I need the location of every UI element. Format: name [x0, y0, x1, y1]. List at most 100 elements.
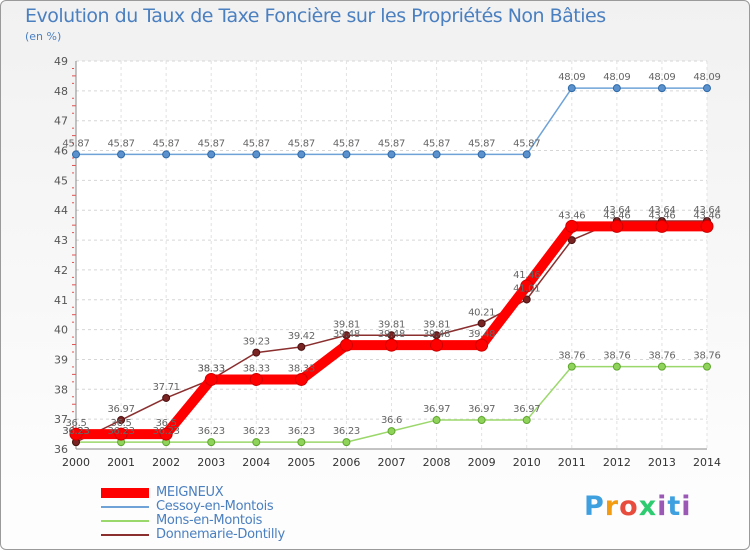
data-label: 36.6	[381, 415, 402, 426]
x-tick-label: 2001	[107, 456, 135, 469]
data-label: 41.01	[513, 283, 540, 294]
y-tick-label: 38	[54, 383, 68, 396]
data-label: 39.48	[333, 329, 360, 340]
data-point	[432, 150, 441, 159]
data-point	[520, 279, 534, 293]
data-label: 38.33	[198, 363, 225, 374]
data-label: 39.81	[333, 319, 360, 330]
x-tick-label: 2010	[513, 456, 541, 469]
data-label: 43.64	[693, 205, 720, 216]
data-label: 45.87	[423, 138, 450, 149]
legend-label: MEIGNEUX	[156, 485, 224, 500]
data-label: 40.21	[468, 307, 495, 318]
data-label: 43.64	[603, 205, 630, 216]
data-point	[297, 342, 306, 351]
x-tick-label: 2006	[332, 456, 360, 469]
data-label: 45.87	[108, 138, 135, 149]
data-label: 48.09	[693, 72, 720, 83]
data-label: 36.5	[111, 418, 132, 429]
data-label: 48.09	[558, 72, 585, 83]
legend-swatch	[101, 506, 149, 508]
data-point	[703, 362, 711, 371]
data-point	[249, 372, 263, 386]
data-label: 39.81	[423, 319, 450, 330]
data-label: 36.97	[108, 404, 135, 415]
data-point	[207, 150, 216, 159]
data-point	[522, 150, 531, 159]
data-label: 39.48	[378, 329, 405, 340]
data-label: 36.23	[62, 426, 89, 437]
data-point	[477, 319, 486, 328]
x-tick-label: 2007	[378, 456, 406, 469]
data-label: 43.46	[693, 210, 720, 221]
data-label: 36.23	[333, 426, 360, 437]
data-point	[567, 362, 576, 371]
data-label: 36.5	[65, 418, 86, 429]
data-label: 38.76	[603, 351, 630, 362]
data-label: 39.48	[468, 329, 495, 340]
data-label: 39.23	[243, 337, 270, 348]
data-label: 38.33	[288, 363, 315, 374]
legend-label: Cessoy-en-Montois	[156, 499, 274, 514]
x-tick-label: 2009	[468, 456, 496, 469]
y-tick-label: 36	[54, 443, 68, 456]
data-label: 36.23	[288, 426, 315, 437]
data-label: 38.76	[558, 351, 585, 362]
data-point	[117, 416, 126, 425]
legend-swatch	[101, 534, 149, 536]
data-label: 45.87	[198, 138, 225, 149]
y-tick-label: 42	[54, 264, 68, 277]
data-label: 45.87	[153, 138, 180, 149]
y-tick-label: 44	[54, 204, 68, 217]
data-point	[387, 150, 396, 159]
data-label: 39.42	[288, 331, 315, 342]
data-label: 43.64	[648, 205, 675, 216]
data-point	[252, 348, 261, 357]
data-label: 48.09	[648, 72, 675, 83]
data-point	[700, 219, 714, 233]
data-point	[610, 219, 624, 233]
data-point	[657, 84, 666, 93]
y-tick-label: 47	[54, 115, 68, 128]
data-point	[703, 84, 711, 93]
data-label: 39.81	[378, 319, 405, 330]
y-tick-label: 43	[54, 234, 68, 247]
x-tick-label: 2003	[197, 456, 225, 469]
data-point	[72, 150, 80, 159]
data-point	[612, 84, 621, 93]
data-point	[159, 427, 173, 441]
data-point	[432, 416, 441, 425]
data-point	[522, 416, 531, 425]
data-label: 43.46	[603, 210, 630, 221]
data-point	[387, 427, 396, 436]
data-label: 45.87	[62, 138, 89, 149]
data-label: 45.87	[468, 138, 495, 149]
data-point	[342, 150, 351, 159]
data-point	[475, 338, 489, 352]
data-label: 45.87	[288, 138, 315, 149]
data-point	[252, 438, 261, 447]
data-label: 36.23	[108, 426, 135, 437]
data-label: 36.97	[423, 404, 450, 415]
data-label: 43.46	[558, 210, 585, 221]
data-label: 38.33	[243, 363, 270, 374]
data-point	[297, 150, 306, 159]
data-point	[657, 362, 666, 371]
data-label: 45.87	[513, 138, 540, 149]
data-point	[252, 150, 261, 159]
data-point	[117, 150, 126, 159]
y-tick-label: 49	[54, 55, 68, 68]
data-point	[294, 372, 308, 386]
data-label: 36.23	[243, 426, 270, 437]
data-point	[69, 427, 83, 441]
data-point	[162, 393, 171, 402]
data-label: 36.23	[62, 426, 89, 437]
x-tick-label: 2008	[423, 456, 451, 469]
data-point	[567, 236, 576, 245]
data-label: 41.46	[513, 270, 540, 281]
legend-swatch	[101, 520, 149, 522]
data-label: 36.23	[153, 426, 180, 437]
y-tick-label: 41	[54, 294, 68, 307]
data-label: 43.46	[648, 210, 675, 221]
